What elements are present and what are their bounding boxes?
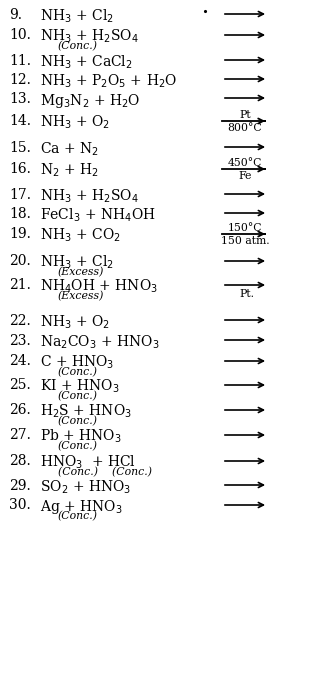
Text: (Conc.): (Conc.) bbox=[58, 367, 98, 377]
Text: 16.: 16. bbox=[9, 162, 31, 176]
Text: NH$_3$ + P$_2$O$_5$ + H$_2$O: NH$_3$ + P$_2$O$_5$ + H$_2$O bbox=[40, 73, 177, 91]
Text: 28.: 28. bbox=[9, 454, 31, 468]
Text: Fe: Fe bbox=[238, 171, 252, 181]
Text: HNO$_3$  + HCl: HNO$_3$ + HCl bbox=[40, 454, 136, 471]
Text: 14.: 14. bbox=[9, 114, 31, 128]
Text: Ca + N$_2$: Ca + N$_2$ bbox=[40, 141, 99, 158]
Text: 21.: 21. bbox=[9, 278, 31, 292]
Text: NH$_3$ + Cl$_2$: NH$_3$ + Cl$_2$ bbox=[40, 254, 114, 271]
Text: 27.: 27. bbox=[9, 428, 31, 442]
Text: 30.: 30. bbox=[9, 498, 31, 512]
Text: NH$_3$ + H$_2$SO$_4$: NH$_3$ + H$_2$SO$_4$ bbox=[40, 188, 139, 206]
Text: (Conc.): (Conc.) bbox=[58, 41, 98, 51]
Text: Ag + HNO$_3$: Ag + HNO$_3$ bbox=[40, 498, 123, 516]
Text: 9.: 9. bbox=[9, 8, 22, 22]
Text: (Conc.)    (Conc.): (Conc.) (Conc.) bbox=[58, 467, 152, 477]
Text: N$_2$ + H$_2$: N$_2$ + H$_2$ bbox=[40, 162, 99, 179]
Text: (Conc.): (Conc.) bbox=[58, 511, 98, 521]
Text: 150°C: 150°C bbox=[228, 223, 262, 233]
Text: NH$_3$ + CO$_2$: NH$_3$ + CO$_2$ bbox=[40, 227, 121, 245]
Text: FeCl$_3$ + NH$_4$OH: FeCl$_3$ + NH$_4$OH bbox=[40, 207, 156, 224]
Text: 11.: 11. bbox=[9, 54, 31, 68]
Text: Na$_2$CO$_3$ + HNO$_3$: Na$_2$CO$_3$ + HNO$_3$ bbox=[40, 334, 159, 352]
Text: 10.: 10. bbox=[9, 28, 31, 42]
Text: (Conc.): (Conc.) bbox=[58, 416, 98, 427]
Text: 17.: 17. bbox=[9, 188, 31, 202]
Text: 26.: 26. bbox=[9, 403, 31, 417]
Text: Pb + HNO$_3$: Pb + HNO$_3$ bbox=[40, 428, 122, 445]
Text: Pt: Pt bbox=[239, 110, 251, 120]
Text: 15.: 15. bbox=[9, 141, 31, 155]
Text: C + HNO$_3$: C + HNO$_3$ bbox=[40, 354, 114, 371]
Text: 450°C: 450°C bbox=[228, 158, 262, 168]
Text: NH$_4$OH + HNO$_3$: NH$_4$OH + HNO$_3$ bbox=[40, 278, 158, 295]
Text: 23.: 23. bbox=[9, 334, 31, 348]
Text: (Conc.): (Conc.) bbox=[58, 441, 98, 452]
Text: NH$_3$ + O$_2$: NH$_3$ + O$_2$ bbox=[40, 314, 110, 331]
Text: SO$_2$ + HNO$_3$: SO$_2$ + HNO$_3$ bbox=[40, 479, 131, 496]
Text: 150 atm.: 150 atm. bbox=[221, 236, 269, 246]
Text: KI + HNO$_3$: KI + HNO$_3$ bbox=[40, 378, 120, 395]
Text: 13.: 13. bbox=[9, 92, 31, 106]
Text: NH$_3$ + CaCl$_2$: NH$_3$ + CaCl$_2$ bbox=[40, 54, 133, 72]
Text: 29.: 29. bbox=[9, 479, 31, 493]
Text: NH$_3$ + O$_2$: NH$_3$ + O$_2$ bbox=[40, 114, 110, 131]
Text: H$_2$S + HNO$_3$: H$_2$S + HNO$_3$ bbox=[40, 403, 132, 420]
Text: Pt.: Pt. bbox=[239, 289, 255, 299]
Text: 800°C: 800°C bbox=[228, 123, 262, 133]
Text: 18.: 18. bbox=[9, 207, 31, 221]
Text: 19.: 19. bbox=[9, 227, 31, 241]
Text: NH$_3$ + Cl$_2$: NH$_3$ + Cl$_2$ bbox=[40, 8, 114, 26]
Text: Mg$_3$N$_2$ + H$_2$O: Mg$_3$N$_2$ + H$_2$O bbox=[40, 92, 140, 110]
Text: (Excess): (Excess) bbox=[58, 267, 104, 277]
Text: NH$_3$ + H$_2$SO$_4$: NH$_3$ + H$_2$SO$_4$ bbox=[40, 28, 139, 45]
Text: 22.: 22. bbox=[9, 314, 31, 328]
Text: (Excess): (Excess) bbox=[58, 291, 104, 301]
Text: (Conc.): (Conc.) bbox=[58, 391, 98, 402]
Text: 24.: 24. bbox=[9, 354, 31, 368]
Text: 20.: 20. bbox=[9, 254, 31, 268]
Text: 12.: 12. bbox=[9, 73, 31, 87]
Text: 25.: 25. bbox=[9, 378, 31, 392]
